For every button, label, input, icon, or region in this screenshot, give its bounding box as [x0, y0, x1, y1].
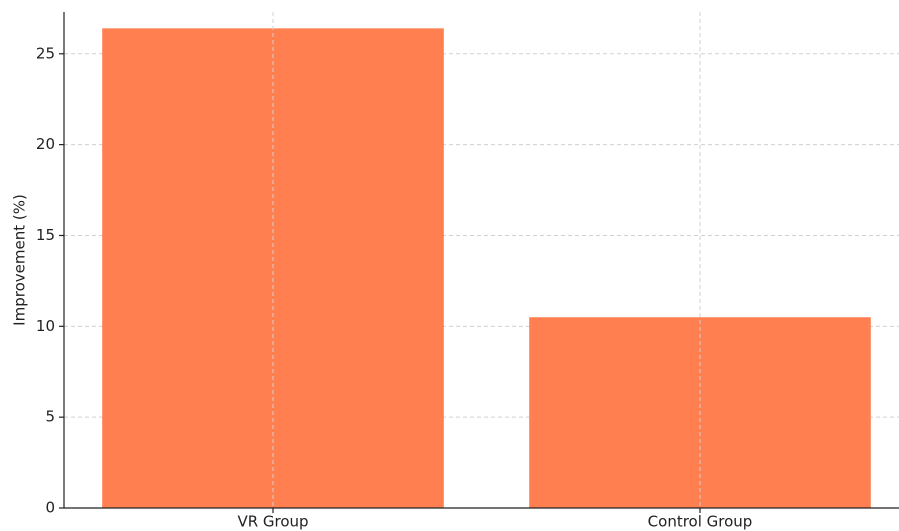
- y-tick-label: 15: [36, 226, 55, 244]
- y-tick-label: 0: [45, 499, 55, 517]
- y-axis-label: Improvement (%): [11, 194, 29, 326]
- bar: [102, 28, 444, 508]
- x-tick-label: VR Group: [237, 513, 308, 531]
- y-tick-label: 10: [36, 317, 55, 335]
- y-tick-label: 25: [36, 44, 55, 62]
- y-tick-label: 20: [36, 135, 55, 153]
- x-tick-label: Control Group: [648, 513, 753, 531]
- y-tick-label: 5: [45, 408, 55, 426]
